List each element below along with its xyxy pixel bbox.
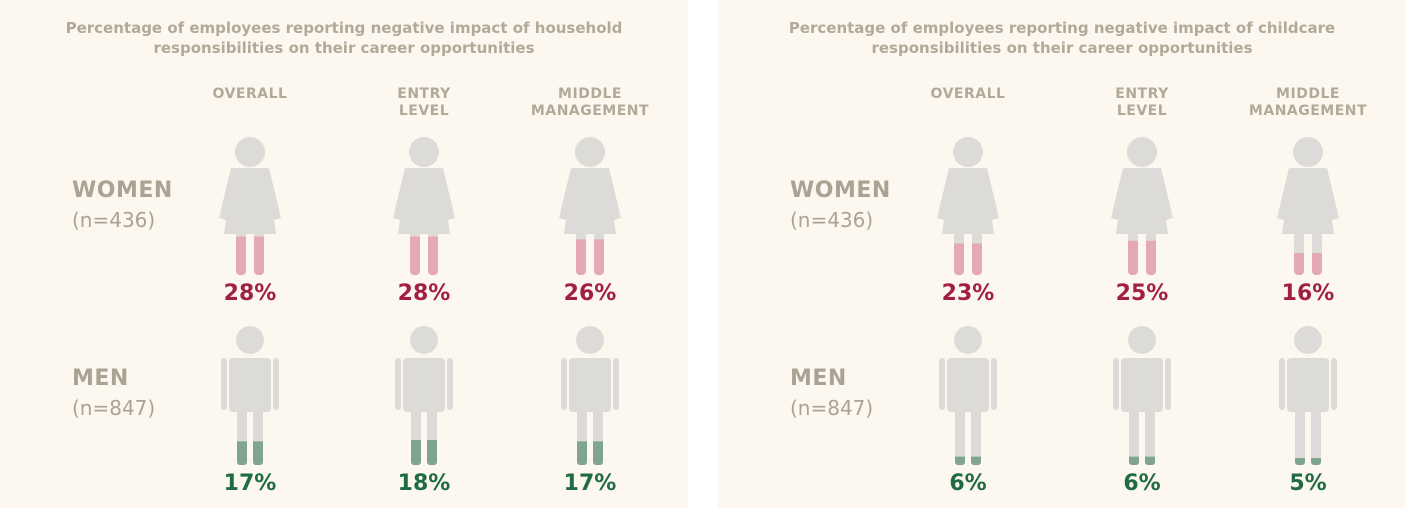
panel-background — [0, 0, 688, 508]
series-name: MEN — [790, 366, 847, 391]
category-label: OVERALL — [212, 86, 288, 102]
series-sample: (n=436) — [72, 208, 156, 232]
value-label: 6% — [1123, 471, 1161, 496]
category-label: OVERALL — [930, 86, 1006, 102]
chart-title: Percentage of employees reporting negati… — [65, 19, 623, 57]
category-label: ENTRY LEVEL — [1115, 86, 1169, 119]
series-name: WOMEN — [790, 178, 891, 203]
series-sample: (n=847) — [790, 396, 874, 420]
value-label: 6% — [949, 471, 987, 496]
value-label: 23% — [941, 281, 995, 306]
category-label: ENTRY LEVEL — [397, 86, 451, 119]
value-label: 17% — [223, 471, 277, 496]
icon-silhouette — [939, 326, 997, 465]
value-label: 5% — [1289, 471, 1327, 496]
icon-silhouette — [1279, 326, 1337, 465]
panel-background — [718, 0, 1405, 508]
series-name: MEN — [72, 366, 129, 391]
series-name: WOMEN — [72, 178, 173, 203]
icon-silhouette — [1113, 326, 1171, 465]
series-sample: (n=436) — [790, 208, 874, 232]
category-label: MIDDLE MANAGEMENT — [1248, 86, 1368, 119]
value-label: 28% — [223, 281, 277, 306]
series-sample: (n=847) — [72, 396, 156, 420]
value-label: 25% — [1115, 281, 1169, 306]
value-label: 18% — [397, 471, 451, 496]
chart-title: Percentage of employees reporting negati… — [788, 19, 1336, 57]
value-label: 28% — [397, 281, 451, 306]
value-label: 17% — [563, 471, 617, 496]
value-label: 26% — [563, 281, 617, 306]
value-label: 16% — [1281, 281, 1335, 306]
category-label: MIDDLE MANAGEMENT — [530, 86, 650, 119]
